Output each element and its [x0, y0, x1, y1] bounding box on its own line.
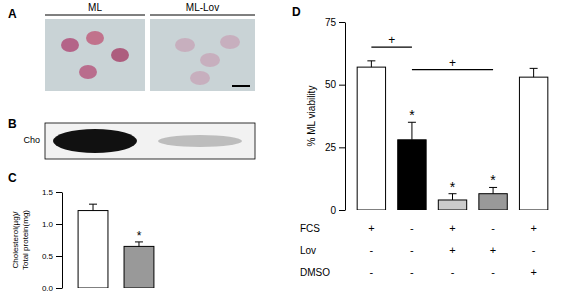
y-axis: 0.0 0.5 1.0 1.5	[42, 188, 63, 293]
error-bar	[367, 61, 375, 67]
condition-value: +	[449, 222, 455, 234]
y-axis-line	[62, 193, 63, 289]
tick-mark	[339, 22, 345, 23]
bar	[78, 211, 108, 288]
tick-label: 50	[325, 79, 337, 90]
micrograph	[150, 19, 255, 91]
tick: 0.0	[42, 284, 62, 293]
tick-label: 0	[330, 205, 336, 216]
condition-value: +	[449, 244, 455, 256]
tick-label: 0.5	[42, 252, 54, 261]
condition-value: +	[368, 222, 374, 234]
axis-title: Total protein(mg)	[21, 210, 30, 270]
cell	[175, 38, 195, 52]
label: Cho	[23, 135, 40, 145]
tick: 0.5	[42, 252, 62, 261]
axis-title: % ML viability	[306, 86, 317, 147]
condition-value: -	[370, 266, 374, 278]
blot	[45, 123, 255, 159]
condition-value: +	[490, 244, 496, 256]
label: C	[8, 171, 17, 185]
tick-label: 0.0	[42, 284, 54, 293]
error-bar	[408, 122, 416, 140]
y-axis: 0 25 50 75	[325, 17, 346, 216]
label: ML	[88, 2, 102, 13]
label: B	[8, 117, 17, 131]
tick-mark	[56, 224, 62, 225]
header-rule	[150, 15, 255, 16]
tick: 75	[325, 17, 345, 28]
condition-value: -	[491, 222, 495, 234]
bar	[124, 246, 154, 288]
significance-star: *	[450, 179, 456, 195]
tick-mark	[56, 256, 62, 257]
error-bar	[530, 68, 538, 77]
error-bar	[89, 204, 97, 210]
tick: 0	[330, 205, 345, 216]
condition-value: -	[370, 244, 374, 256]
scale-bar	[232, 85, 250, 87]
tick-mark	[56, 288, 62, 289]
significance-star: *	[137, 229, 142, 243]
bar	[398, 140, 426, 210]
condition-value: +	[530, 266, 536, 278]
bracket-label: +	[388, 33, 395, 47]
condition-value: -	[410, 266, 414, 278]
label: D	[292, 5, 301, 19]
header-rule	[45, 15, 145, 16]
bracket-label: +	[449, 56, 456, 70]
significance-star: *	[490, 172, 496, 188]
cell	[61, 38, 79, 52]
micrograph	[45, 19, 145, 91]
tick: 50	[325, 79, 345, 90]
condition-value: -	[410, 222, 414, 234]
axis-title: Cholesterol(µg)/	[11, 211, 20, 269]
cell	[79, 65, 97, 79]
condition-value: -	[451, 266, 455, 278]
cell	[200, 53, 220, 67]
condition-label: FCS	[300, 223, 320, 234]
bar	[357, 67, 385, 210]
condition-value: -	[491, 266, 495, 278]
plot-area	[357, 61, 548, 210]
bar	[519, 77, 547, 210]
blot-band	[158, 135, 242, 147]
condition-value: +	[530, 222, 536, 234]
condition-value: -	[410, 244, 414, 256]
tick-mark	[339, 85, 345, 86]
label: ML-Lov	[186, 2, 219, 13]
tick: 1.0	[42, 220, 62, 229]
condition-label: Lov	[300, 245, 316, 256]
cell	[86, 31, 104, 45]
tick-mark	[339, 210, 345, 211]
condition-label: DMSO	[300, 267, 330, 278]
tick: 1.5	[42, 188, 62, 197]
bar	[438, 200, 466, 210]
cell	[220, 35, 240, 49]
tick-label: 25	[325, 142, 337, 153]
condition-value: -	[532, 244, 536, 256]
y-axis-line	[345, 23, 346, 211]
label: A	[8, 7, 17, 21]
cell	[190, 71, 210, 85]
tick-mark	[56, 192, 62, 193]
blot-band	[53, 129, 137, 153]
tick-label: 1.5	[42, 188, 54, 197]
bar	[479, 194, 507, 210]
tick-label: 1.0	[42, 220, 54, 229]
tick: 25	[325, 142, 345, 153]
significance-star: *	[409, 107, 415, 123]
tick-mark	[339, 147, 345, 148]
cell	[111, 48, 129, 62]
tick-label: 75	[325, 17, 337, 28]
plot-area	[78, 204, 154, 288]
